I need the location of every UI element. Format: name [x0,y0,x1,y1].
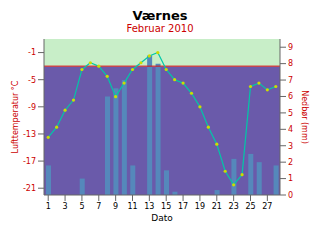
html-text:Værnes: Værnes [132,8,188,23]
svg-text:-5: -5 [28,76,36,85]
svg-text:-1: -1 [28,48,36,57]
svg-text:21: 21 [212,202,222,211]
html-text:Februar 2010: Februar 2010 [126,23,194,34]
svg-text:-13: -13 [23,130,36,139]
svg-text:4: 4 [288,125,293,134]
svg-text:23: 23 [229,202,239,211]
svg-text:2: 2 [288,158,293,167]
svg-text:17: 17 [178,202,188,211]
svg-text:Dato: Dato [151,213,173,221]
svg-text:11: 11 [127,202,137,211]
svg-text:-21: -21 [23,184,36,193]
svg-text:0: 0 [288,191,293,200]
svg-text:7: 7 [288,76,293,85]
svg-text:-9: -9 [28,103,36,112]
svg-text:5: 5 [288,109,293,118]
svg-text:19: 19 [195,202,205,211]
svg-text:9: 9 [288,43,293,52]
svg-text:3: 3 [288,142,293,151]
svg-text:25: 25 [245,202,255,211]
svg-text:1: 1 [46,202,51,211]
svg-text:27: 27 [262,202,272,211]
svg-text:-17: -17 [23,157,36,166]
svg-text:6: 6 [288,92,293,101]
svg-text:7: 7 [96,202,101,211]
svg-text:Nedbør (mm): Nedbør (mm) [300,90,309,144]
svg-text:9: 9 [113,202,118,211]
svg-text:Lufttemperatur °C: Lufttemperatur °C [11,80,20,153]
svg-text:1: 1 [288,174,293,183]
svg-text:15: 15 [161,202,171,211]
svg-text:5: 5 [79,202,84,211]
svg-text:8: 8 [288,59,293,68]
svg-text:3: 3 [63,202,68,211]
svg-text:13: 13 [144,202,154,211]
